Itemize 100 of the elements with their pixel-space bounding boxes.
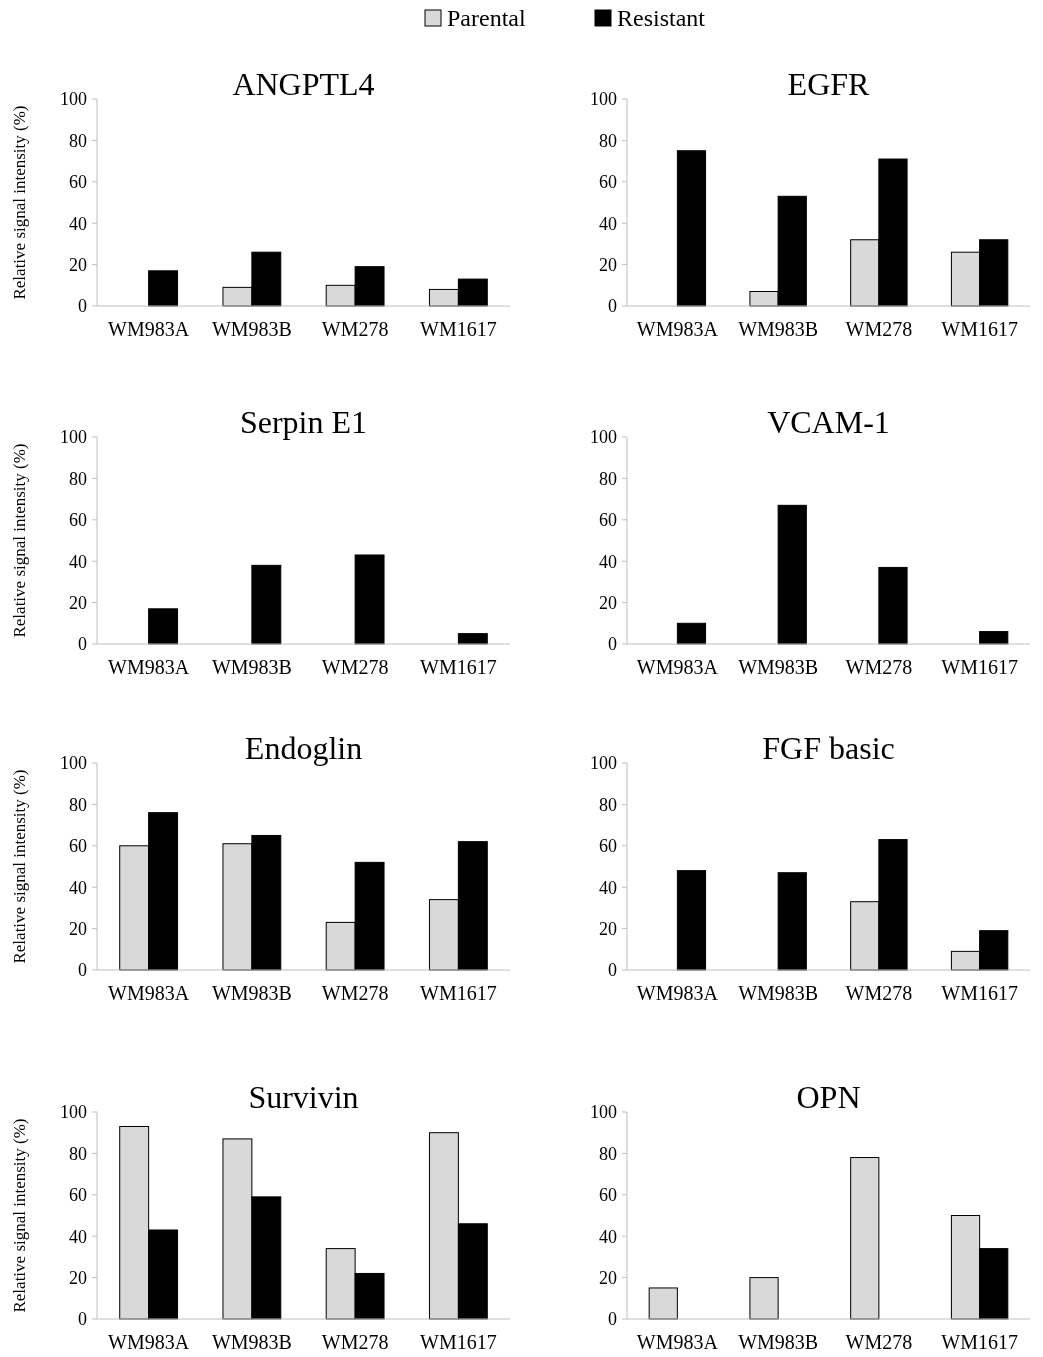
y-tick-label: 40 <box>599 551 617 572</box>
y-tick-label: 80 <box>69 130 87 151</box>
bar <box>354 554 385 645</box>
y-tick-label: 0 <box>78 1309 87 1330</box>
x-tick-label: WM278 <box>321 318 389 340</box>
y-tick-label: 20 <box>69 1267 87 1288</box>
x-tick-label: WM278 <box>845 1331 913 1353</box>
chart-title: Endoglin <box>244 730 363 766</box>
y-tick-label: 60 <box>599 1185 617 1206</box>
x-tick-label: WM983B <box>738 656 819 678</box>
y-tick-label: 60 <box>69 172 87 193</box>
y-tick-label: 0 <box>78 960 87 981</box>
y-axis-title: Relative signal intensity (%) <box>10 1118 29 1313</box>
x-tick-label: WM983B <box>738 982 819 1004</box>
chart-title: OPN <box>796 1079 861 1115</box>
y-tick-label: 40 <box>69 213 87 234</box>
chart-title: Serpin E1 <box>239 404 368 440</box>
chart-title: FGF basic <box>762 730 895 766</box>
y-tick-label: 0 <box>608 296 617 317</box>
y-tick-label: 60 <box>69 836 87 857</box>
y-tick-label: 100 <box>590 89 617 110</box>
y-tick-label: 100 <box>60 753 87 774</box>
y-axis-title: Relative signal intensity (%) <box>10 443 29 638</box>
y-tick-label: 80 <box>599 130 617 151</box>
chart-title: VCAM-1 <box>767 404 890 440</box>
y-tick-label: 20 <box>599 1267 617 1288</box>
x-tick-label: WM983B <box>211 982 292 1004</box>
y-tick-label: 40 <box>69 877 87 898</box>
x-tick-label: WM983A <box>636 656 719 678</box>
bar <box>878 566 908 645</box>
x-tick-label: WM1617 <box>420 656 497 678</box>
y-axis-title: Relative signal intensity (%) <box>10 105 29 300</box>
x-tick-label: WM983B <box>211 656 292 678</box>
bar <box>777 872 807 971</box>
bar <box>148 608 179 645</box>
bar <box>676 870 707 971</box>
y-tick-label: 80 <box>69 468 87 489</box>
x-tick-label: WM278 <box>321 1331 389 1353</box>
y-tick-label: 80 <box>599 468 617 489</box>
x-tick-label: WM278 <box>845 656 913 678</box>
x-tick-label: WM1617 <box>420 1331 497 1353</box>
y-tick-label: 60 <box>599 172 617 193</box>
x-tick-label: WM983A <box>636 1331 719 1353</box>
chart-title: Survivin <box>248 1079 359 1115</box>
y-tick-label: 60 <box>69 1185 87 1206</box>
x-tick-label: WM983A <box>108 982 190 1004</box>
y-tick-label: 100 <box>60 89 87 110</box>
x-tick-label: WM983B <box>211 318 292 340</box>
x-tick-label: WM983B <box>738 1331 819 1353</box>
y-tick-label: 60 <box>599 510 617 531</box>
x-tick-label: WM1617 <box>941 656 1018 678</box>
y-tick-label: 40 <box>599 1226 617 1247</box>
y-tick-label: 20 <box>599 918 617 939</box>
x-tick-label: WM983A <box>108 318 190 340</box>
y-tick-label: 0 <box>78 634 87 655</box>
y-tick-label: 80 <box>599 794 617 815</box>
y-tick-label: 40 <box>69 1226 87 1247</box>
y-tick-label: 80 <box>599 1143 617 1164</box>
x-tick-label: WM1617 <box>941 1331 1018 1353</box>
x-tick-label: WM983A <box>636 982 719 1004</box>
x-tick-label: WM983A <box>636 318 719 340</box>
y-tick-label: 0 <box>78 296 87 317</box>
bar <box>676 150 707 307</box>
bar <box>777 504 807 645</box>
x-tick-label: WM983B <box>211 1331 292 1353</box>
y-tick-label: 60 <box>599 836 617 857</box>
y-tick-label: 20 <box>599 592 617 613</box>
y-tick-label: 100 <box>60 427 87 448</box>
y-tick-label: 40 <box>599 213 617 234</box>
chart-title: EGFR <box>787 66 871 102</box>
x-tick-label: WM983A <box>108 656 190 678</box>
x-tick-label: WM1617 <box>420 318 497 340</box>
bar <box>676 622 707 645</box>
y-tick-label: 20 <box>69 592 87 613</box>
x-tick-label: WM278 <box>845 318 913 340</box>
y-tick-label: 0 <box>608 960 617 981</box>
y-axis-title: Relative signal intensity (%) <box>10 769 29 964</box>
legend-label: Resistant <box>617 5 706 32</box>
x-tick-label: WM1617 <box>941 982 1018 1004</box>
x-tick-label: WM278 <box>845 982 913 1004</box>
y-tick-label: 80 <box>69 1143 87 1164</box>
y-tick-label: 100 <box>590 753 617 774</box>
x-tick-label: WM983A <box>108 1331 190 1353</box>
y-tick-label: 100 <box>60 1102 87 1123</box>
bar <box>251 564 282 645</box>
y-tick-label: 100 <box>590 427 617 448</box>
bar <box>749 1277 779 1320</box>
bar <box>148 270 179 307</box>
y-tick-label: 40 <box>69 551 87 572</box>
chart-title: ANGPTL4 <box>232 66 375 102</box>
bar <box>648 1287 678 1320</box>
y-tick-label: 20 <box>69 254 87 275</box>
y-tick-label: 80 <box>69 794 87 815</box>
legend-label: Parental <box>447 5 526 32</box>
x-tick-label: WM278 <box>321 982 389 1004</box>
y-tick-label: 20 <box>599 254 617 275</box>
bar <box>850 1157 880 1320</box>
y-tick-label: 40 <box>599 877 617 898</box>
x-tick-label: WM1617 <box>941 318 1018 340</box>
x-tick-label: WM1617 <box>420 982 497 1004</box>
